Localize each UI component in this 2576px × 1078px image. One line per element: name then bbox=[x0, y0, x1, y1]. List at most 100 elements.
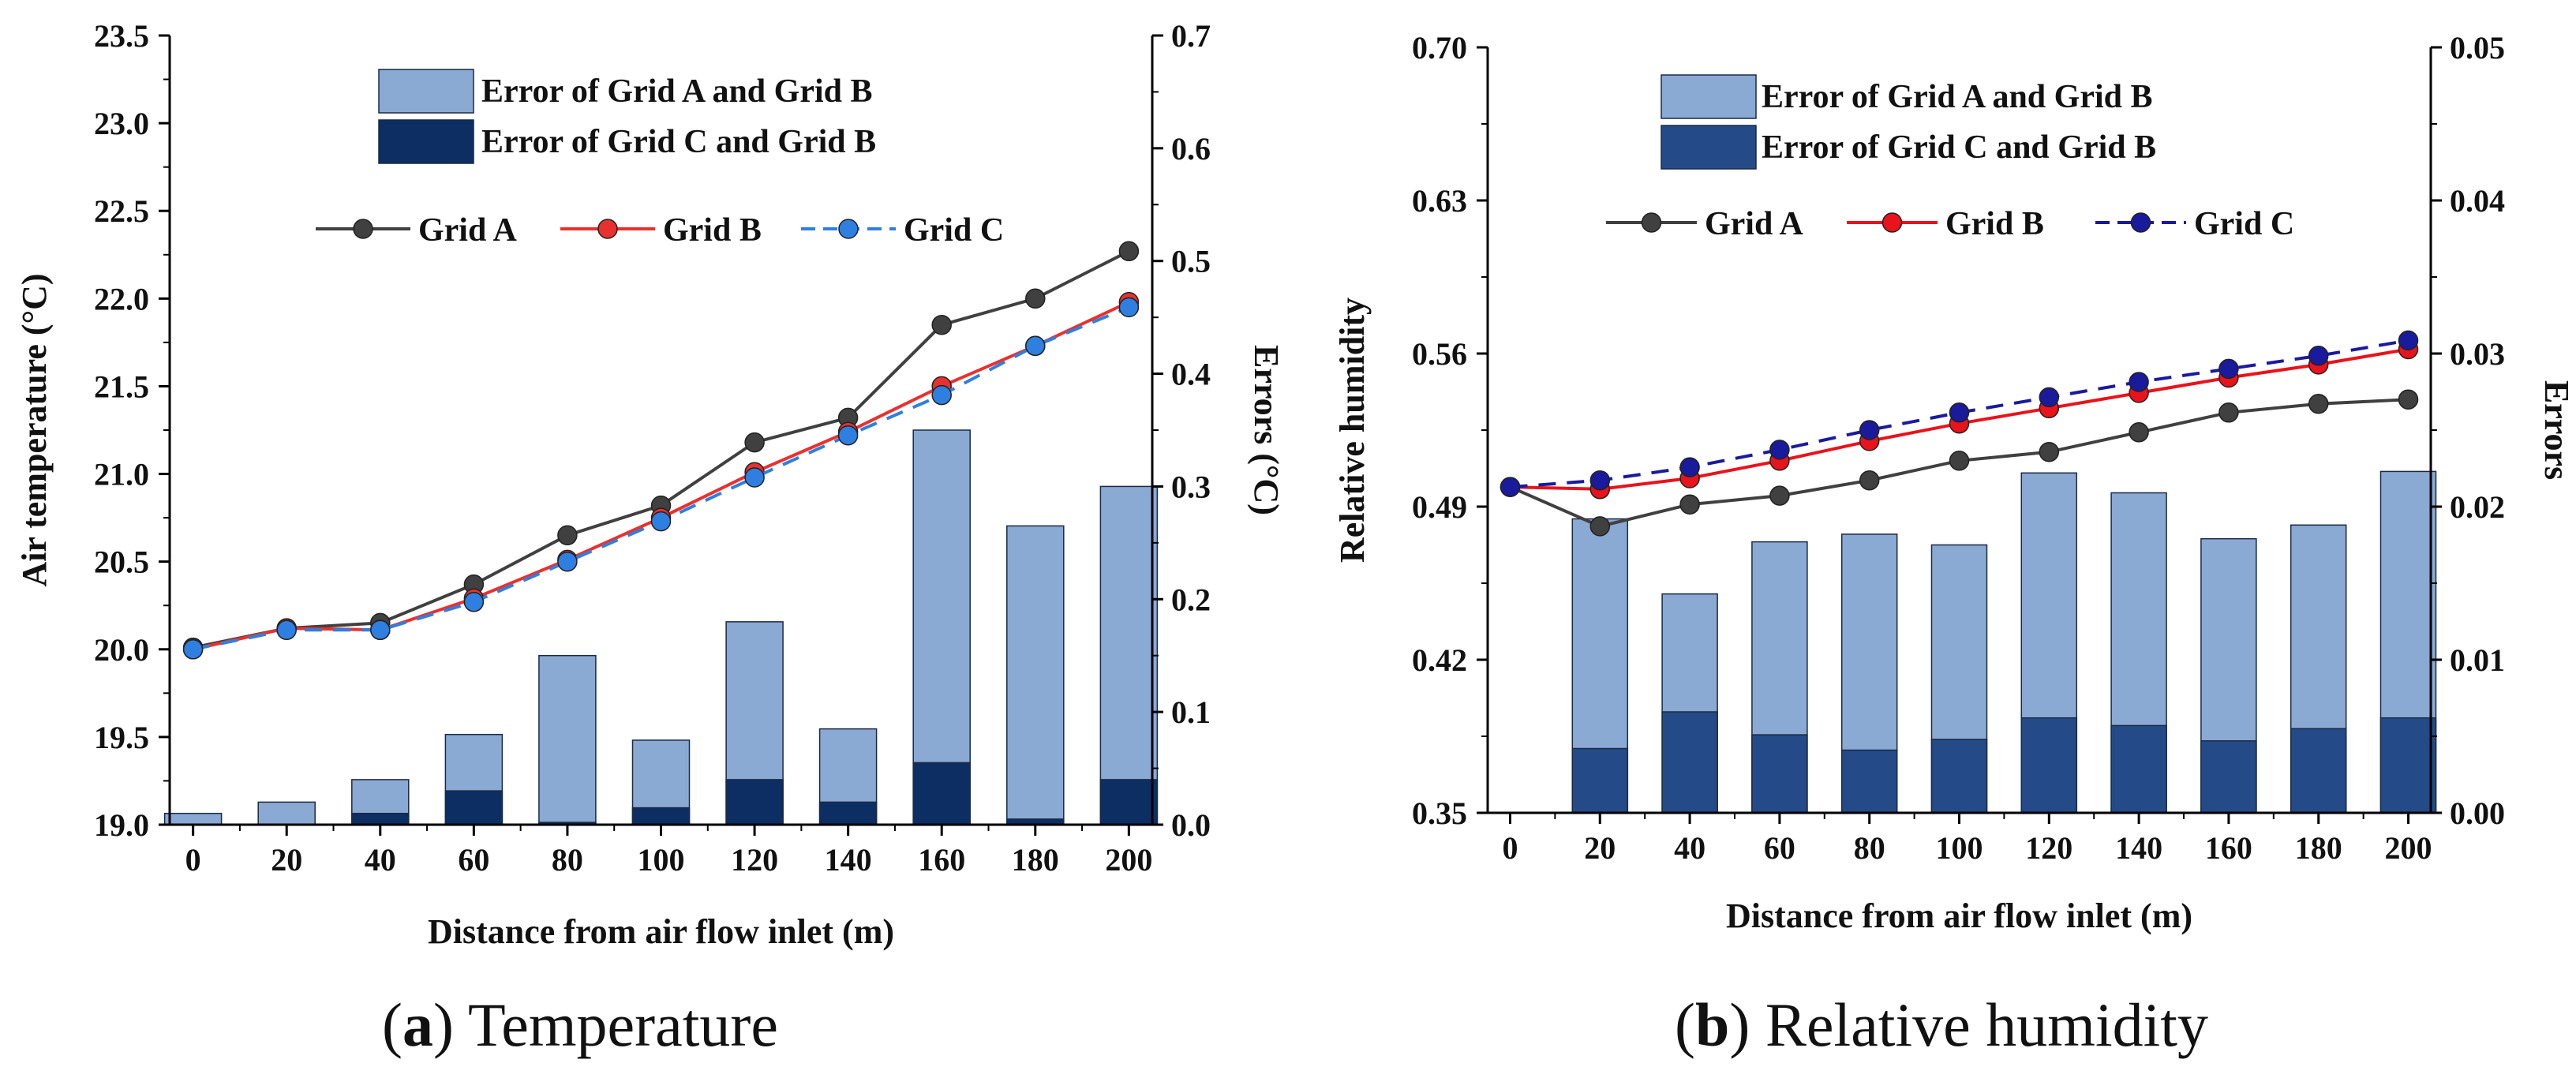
point-grid-c-120 bbox=[744, 467, 765, 488]
y-left-tick-label-22.5: 22.5 bbox=[94, 193, 149, 229]
y-right-tick-label-0.5: 0.5 bbox=[1171, 244, 1211, 279]
bar-error-c-b-60 bbox=[1751, 734, 1808, 814]
point-grid-c-60 bbox=[463, 592, 485, 612]
point-grid-a-120 bbox=[744, 432, 765, 453]
bar-error-c-b-140 bbox=[2110, 724, 2167, 814]
x-tick-label-140: 140 bbox=[825, 842, 872, 878]
y-right-tick-label-0.03: 0.03 bbox=[2450, 336, 2505, 372]
legend-label-bar-c-b: Error of Grid C and Grid B bbox=[1762, 129, 2156, 166]
x-tick-label-160: 160 bbox=[918, 842, 965, 878]
point-grid-a-80 bbox=[1859, 470, 1880, 491]
y-right-tick-label-0.0: 0.0 bbox=[1171, 807, 1211, 843]
point-grid-c-40 bbox=[1679, 457, 1700, 477]
point-grid-a-80 bbox=[557, 525, 578, 546]
point-grid-c-180 bbox=[2308, 346, 2329, 366]
point-grid-c-200 bbox=[1118, 297, 1140, 318]
point-grid-c-100 bbox=[650, 511, 672, 532]
y-left-tick-label-0.56: 0.56 bbox=[1412, 336, 1467, 372]
panel-b-humidity-chart: 0 20 40 60 80 100 120 140 160 180 200 0.35 0.42 0.49 0… bbox=[1333, 30, 2576, 935]
y-right-tick-label-0.6: 0.6 bbox=[1171, 131, 1211, 167]
x-tick-label-40: 40 bbox=[365, 842, 396, 878]
bar-error-c-b-100 bbox=[631, 807, 691, 825]
point-grid-c-200 bbox=[2398, 330, 2419, 351]
x-tick-label-20: 20 bbox=[271, 842, 302, 878]
point-grid-a-60 bbox=[1769, 485, 1790, 506]
legend-label-series-2: Grid B bbox=[1945, 206, 2044, 242]
point-grid-c-100 bbox=[1949, 402, 1970, 423]
caption-a-letter: a bbox=[402, 990, 433, 1059]
x-tick-label-200: 200 bbox=[1105, 842, 1152, 878]
legend-marker-3 bbox=[838, 219, 859, 239]
y-left-tick-label-0.70: 0.70 bbox=[1412, 30, 1467, 66]
bar-error-c-b-200 bbox=[2379, 717, 2437, 814]
x-tick-label-200: 200 bbox=[2385, 830, 2432, 866]
point-grid-c-140 bbox=[2129, 372, 2149, 392]
legend-swatch-bar-a-b bbox=[378, 69, 474, 114]
point-grid-a-200 bbox=[1118, 241, 1140, 262]
x-tick-label-60: 60 bbox=[1764, 830, 1795, 866]
bar-error-c-b-80 bbox=[1840, 749, 1898, 814]
y-left-tick-label-0.35: 0.35 bbox=[1412, 795, 1467, 831]
legend-label-bar-a-b: Error of Grid A and Grid B bbox=[1762, 79, 2153, 115]
series-line-grid-c bbox=[193, 305, 1130, 651]
x-axis-title: Distance from air flow inlet (m) bbox=[1726, 896, 2192, 935]
y-right-tick-label-0.04: 0.04 bbox=[2450, 183, 2505, 219]
series-line-grid-b bbox=[193, 300, 1130, 651]
y-left-tick-label-23.0: 23.0 bbox=[94, 106, 149, 141]
y-right-tick-label-0.4: 0.4 bbox=[1171, 357, 1211, 392]
bar-error-a-b-80 bbox=[538, 654, 597, 825]
bar-error-a-b-160 bbox=[912, 429, 971, 825]
x-tick-label-180: 180 bbox=[1012, 842, 1059, 878]
point-grid-a-120 bbox=[2039, 441, 2060, 462]
point-grid-c-120 bbox=[2039, 387, 2060, 408]
point-grid-c-80 bbox=[557, 551, 578, 572]
y-left-tick-label-21.5: 21.5 bbox=[94, 369, 149, 404]
point-grid-c-20 bbox=[1589, 470, 1611, 491]
y-left-tick-label-19.0: 19.0 bbox=[94, 807, 149, 843]
y-right-tick-label-0.00: 0.00 bbox=[2450, 795, 2505, 831]
y-left-tick-label-20.0: 20.0 bbox=[94, 632, 149, 668]
legend-marker-2 bbox=[597, 219, 618, 239]
caption-a-text: Temperature bbox=[468, 990, 778, 1059]
legend-marker-1 bbox=[353, 219, 373, 239]
y-right-tick-label-0.01: 0.01 bbox=[2450, 642, 2505, 678]
y-left-axis-title: Air temperature (°C) bbox=[15, 273, 54, 586]
x-tick-label-180: 180 bbox=[2295, 830, 2342, 866]
legend-label-series-1: Grid A bbox=[418, 212, 518, 249]
caption-b-letter: b bbox=[1695, 990, 1729, 1059]
point-grid-a-20 bbox=[1589, 516, 1611, 537]
bar-error-c-b-160 bbox=[2200, 740, 2257, 814]
y-right-tick-label-0.02: 0.02 bbox=[2450, 489, 2505, 525]
y-right-tick-label-0.2: 0.2 bbox=[1171, 582, 1211, 617]
point-grid-c-180 bbox=[1025, 335, 1046, 357]
y-left-tick-label-21.0: 21.0 bbox=[94, 457, 149, 492]
legend-marker-2 bbox=[1881, 212, 1903, 233]
point-grid-a-160 bbox=[931, 314, 952, 335]
legend-label-series-2: Grid B bbox=[663, 212, 762, 249]
point-grid-a-100 bbox=[1949, 451, 1970, 471]
x-tick-label-120: 120 bbox=[731, 842, 778, 878]
legend-label-series-3: Grid C bbox=[904, 212, 1004, 249]
point-grid-a-160 bbox=[2218, 402, 2239, 423]
y-right-axis-title: Errors (°C) bbox=[1247, 345, 1286, 515]
bar-error-c-b-200 bbox=[1099, 779, 1159, 825]
legend-label-series-1: Grid A bbox=[1705, 206, 1804, 242]
y-right-axis-title: Errors bbox=[2537, 380, 2576, 480]
y-right-tick-label-0.3: 0.3 bbox=[1171, 469, 1211, 504]
x-tick-label-80: 80 bbox=[1854, 830, 1885, 866]
y-left-tick-label-0.63: 0.63 bbox=[1412, 183, 1467, 219]
y-right-tick-label-0.1: 0.1 bbox=[1171, 694, 1211, 730]
x-tick-label-0: 0 bbox=[1502, 830, 1518, 866]
x-tick-label-80: 80 bbox=[552, 842, 583, 878]
panel-a-temperature-chart: 0 20 40 60 80 100 120 140 160 180 200 19.0 19.5 20.0 2… bbox=[15, 18, 1286, 951]
legend-marker-1 bbox=[1641, 212, 1662, 233]
x-tick-label-0: 0 bbox=[185, 842, 201, 878]
x-tick-label-40: 40 bbox=[1674, 830, 1705, 866]
bar-error-c-b-100 bbox=[1930, 739, 1988, 814]
point-grid-c-20 bbox=[276, 619, 297, 641]
legend-marker-3 bbox=[2130, 212, 2151, 233]
caption-a: (a) Temperature bbox=[382, 990, 778, 1059]
bar-error-a-b-20 bbox=[257, 801, 316, 825]
bar-error-c-b-120 bbox=[2020, 717, 2078, 814]
point-grid-a-200 bbox=[2398, 389, 2419, 410]
